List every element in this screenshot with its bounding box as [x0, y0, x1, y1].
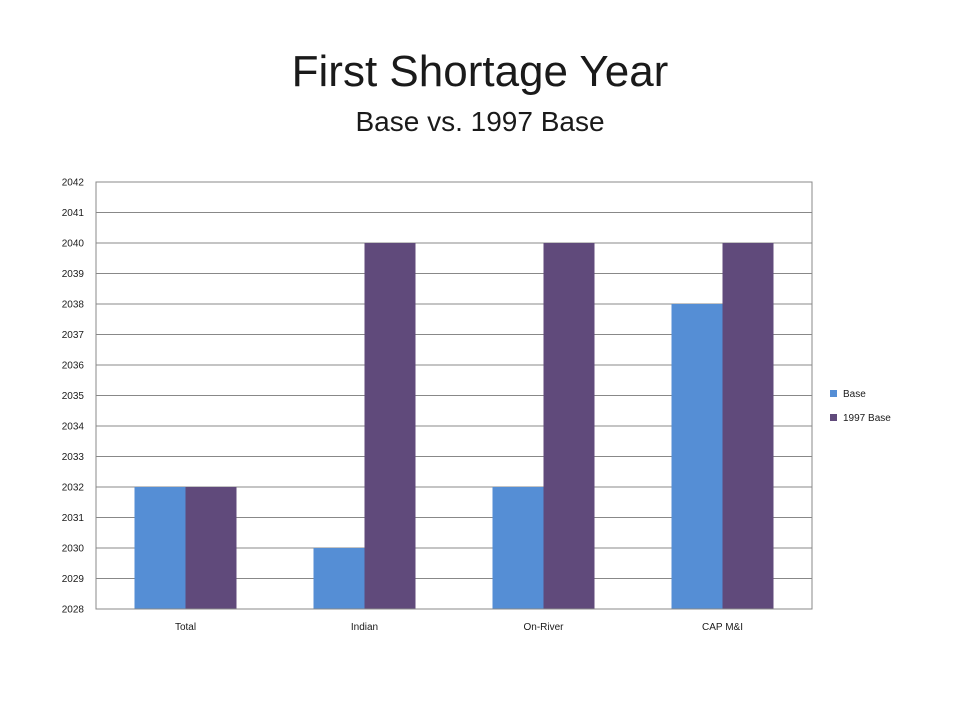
legend-label: 1997 Base: [843, 413, 891, 424]
legend-label: Base: [843, 389, 866, 400]
y-tick-label: 2035: [62, 391, 85, 402]
x-axis-ticks: Total Indian On-River CAP M&I: [175, 622, 743, 633]
bar-1997-base-total: [185, 487, 237, 609]
y-tick-label: 2037: [62, 330, 85, 341]
chart-title: First Shortage Year: [291, 47, 669, 96]
y-tick-label: 2034: [62, 422, 85, 433]
bar-1997-base-cap-m-i: [722, 243, 774, 609]
y-tick-label: 2032: [62, 483, 85, 494]
y-tick-label: 2038: [62, 300, 85, 311]
bar-base-indian: [313, 548, 365, 609]
y-axis-ticks: 2028 2029 2030 2031 2032 2033 2034 2035 2036 2037…: [62, 178, 85, 616]
x-tick-label: On-River: [523, 622, 564, 633]
legend-swatch: [830, 390, 837, 397]
y-tick-label: 2028: [62, 605, 85, 616]
x-tick-label: Indian: [351, 622, 378, 633]
y-tick-label: 2042: [62, 178, 85, 189]
bar-base-total: [134, 487, 186, 609]
y-tick-label: 2041: [62, 208, 85, 219]
y-tick-label: 2030: [62, 544, 85, 555]
y-tick-label: 2031: [62, 513, 85, 524]
y-tick-label: 2039: [62, 269, 85, 280]
bar-base-cap-m-i: [671, 304, 723, 609]
bar-1997-base-indian: [364, 243, 416, 609]
y-tick-label: 2036: [62, 361, 85, 372]
legend-swatch: [830, 414, 837, 421]
chart-subtitle: Base vs. 1997 Base: [355, 106, 605, 137]
bar-base-on-river: [492, 487, 544, 609]
y-tick-label: 2040: [62, 239, 85, 250]
y-tick-label: 2033: [62, 452, 85, 463]
bars: [134, 243, 774, 609]
y-tick-label: 2029: [62, 574, 85, 585]
x-tick-label: CAP M&I: [702, 622, 743, 633]
bar-1997-base-on-river: [543, 243, 595, 609]
x-tick-label: Total: [175, 622, 196, 633]
plot-area-frame: [95, 181, 813, 610]
legend: Base 1997 Base: [830, 389, 891, 424]
